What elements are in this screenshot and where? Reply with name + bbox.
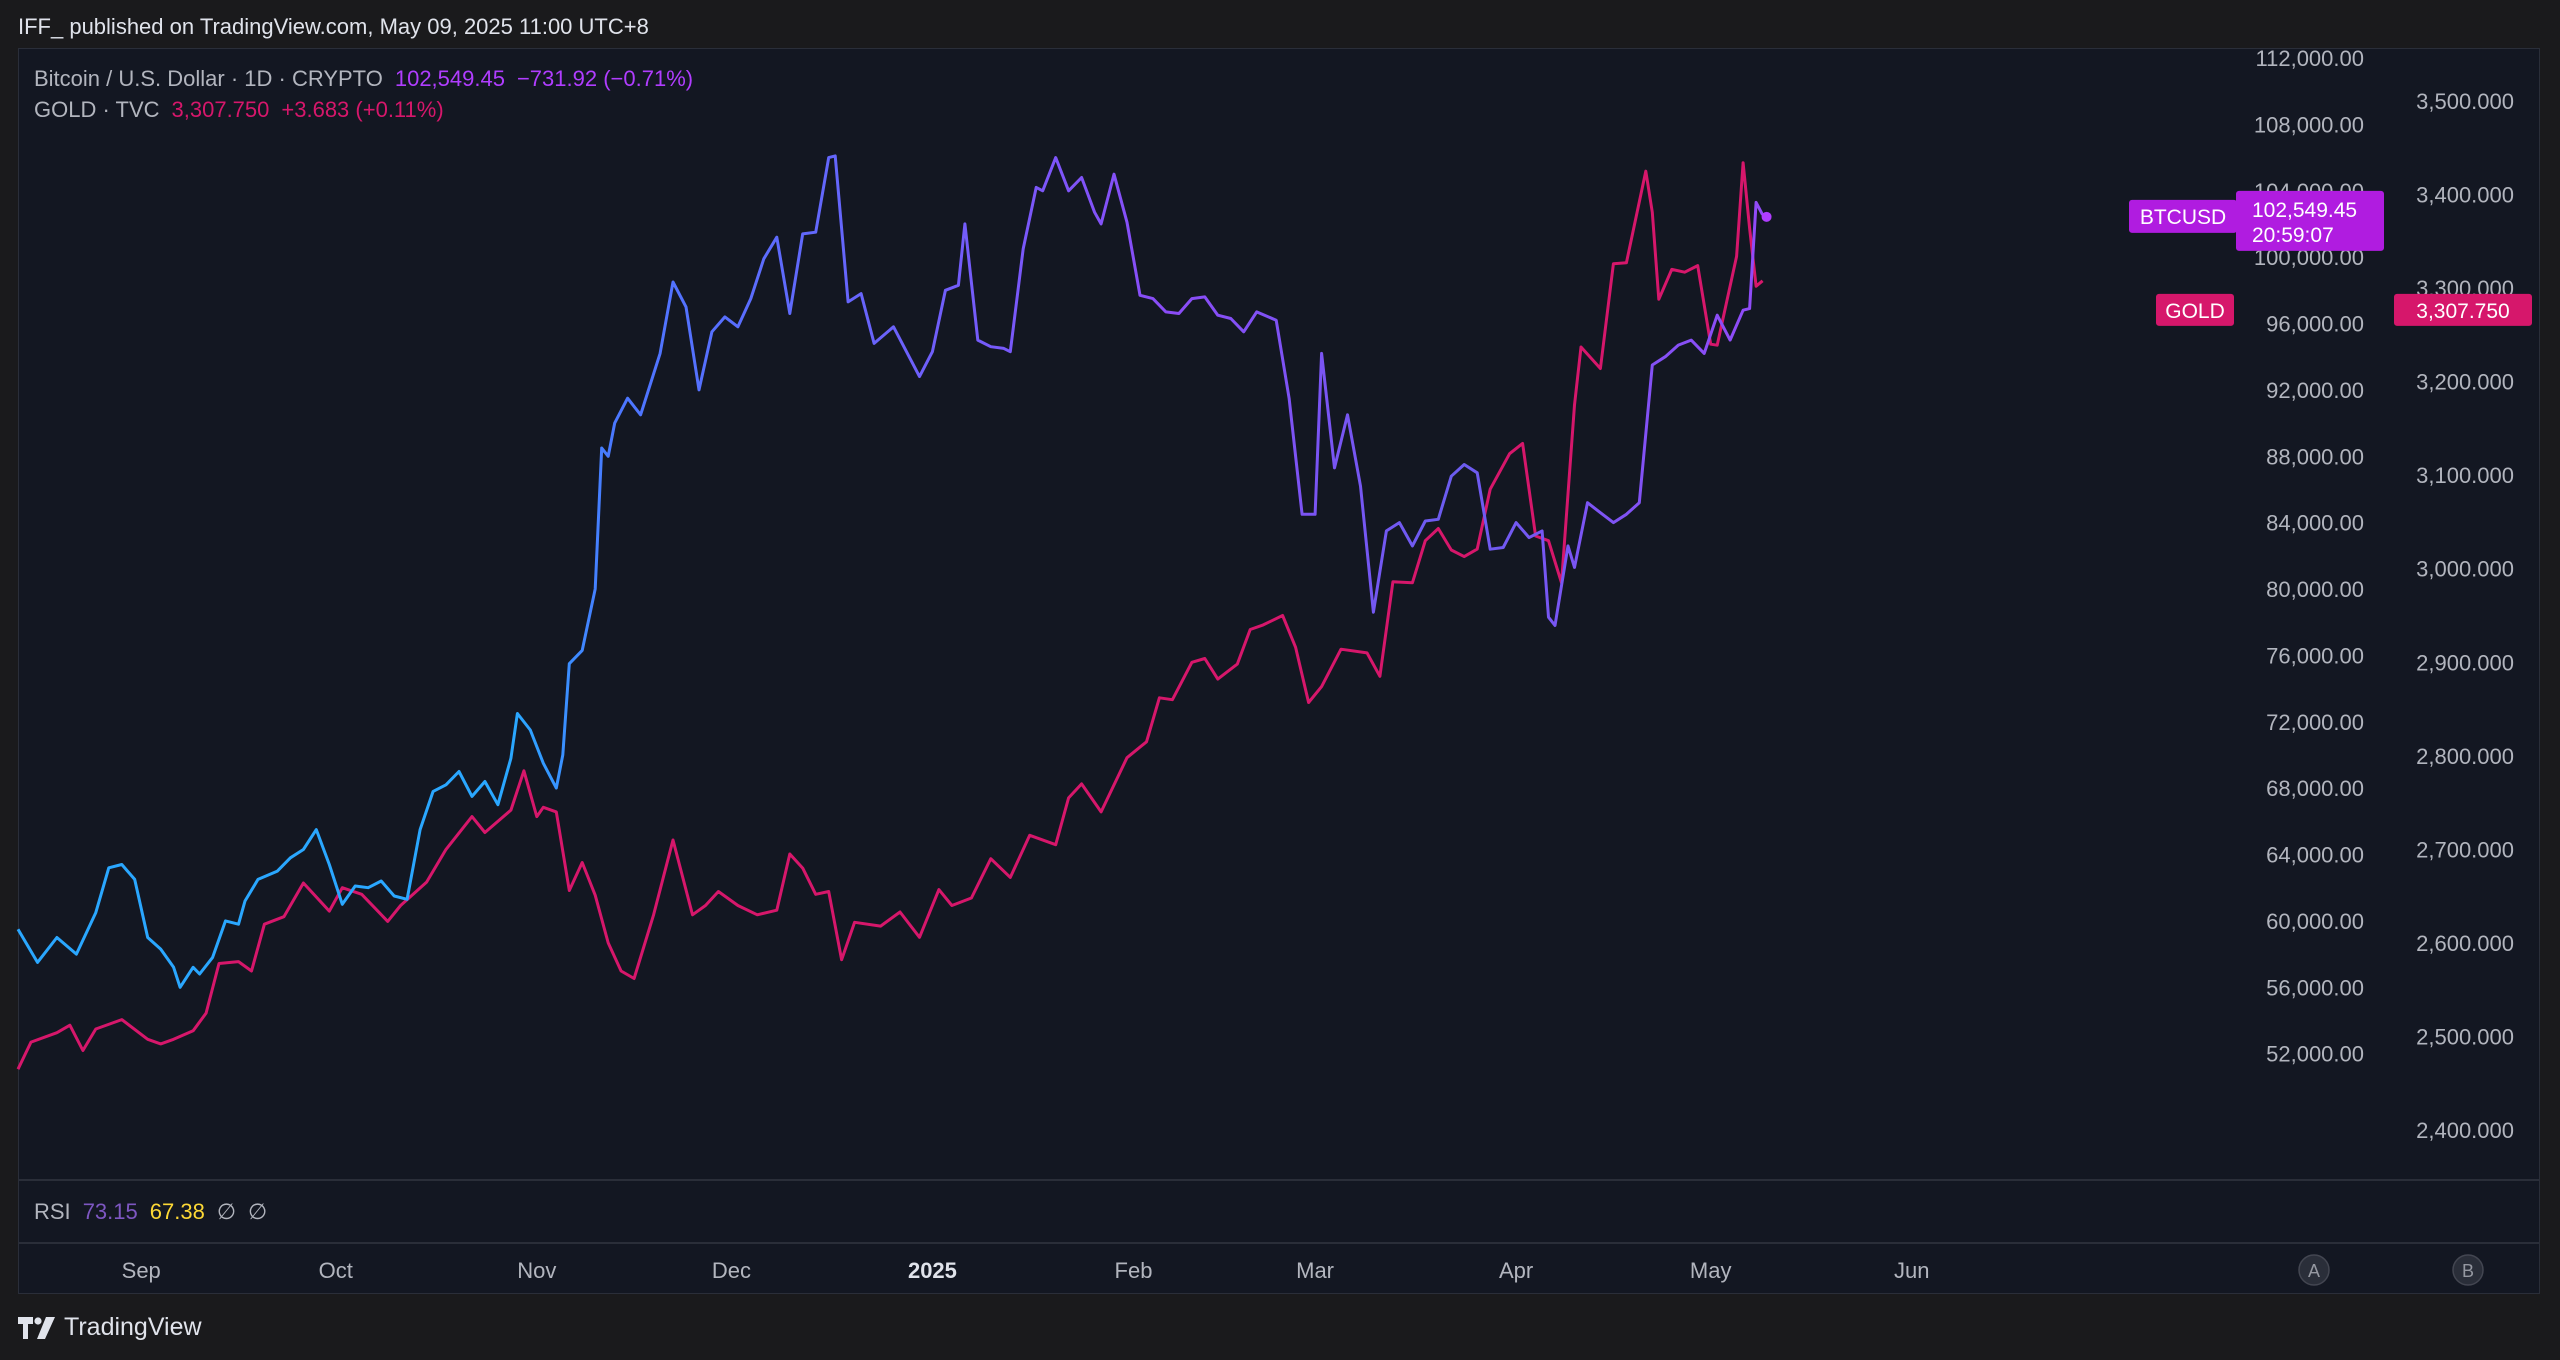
legend-btc-change: −731.92 (−0.71%) [516,66,694,91]
rsi-legend[interactable]: RSI 73.15 67.38 ∅ ∅ [34,1199,279,1225]
rsi-empty-icon-1: ∅ [216,1199,236,1224]
legend-gold-price: 3,307.750 [171,97,270,122]
legend-gold-name: GOLD · TVC [34,97,160,122]
tradingview-brand: TradingView [64,1313,202,1341]
legend-gold-change: +3.683 (+0.11%) [281,97,444,122]
tradingview-logo[interactable]: TradingView [18,1313,202,1342]
rsi-value-2: 67.38 [149,1199,205,1224]
rsi-value-1: 73.15 [82,1199,138,1224]
legend-gold[interactable]: GOLD · TVC 3,307.750 +3.683 (+0.11%) [34,97,456,123]
legend-btc[interactable]: Bitcoin / U.S. Dollar · 1D · CRYPTO 102,5… [34,66,705,92]
publish-line: IFF_ published on TradingView.com, May 0… [18,14,649,39]
rsi-label: RSI [34,1199,71,1224]
chart-frame [18,48,2540,1294]
legend-btc-price: 102,549.45 [394,66,505,91]
rsi-empty-icon-2: ∅ [247,1199,268,1224]
tradingview-logo-icon [18,1316,55,1339]
legend-btc-name: Bitcoin / U.S. Dollar · 1D · CRYPTO [34,66,383,91]
